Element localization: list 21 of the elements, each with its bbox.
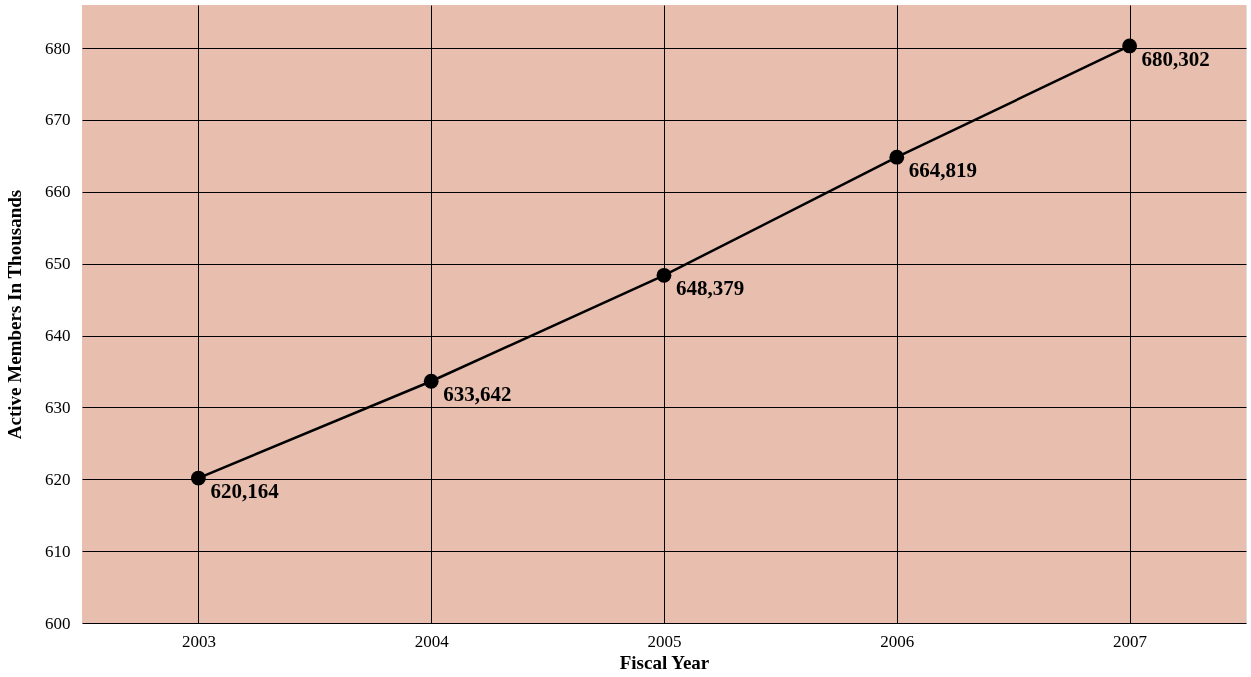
y-tick-label: 620 [45, 469, 71, 489]
annotation: 664,819 [908, 158, 978, 183]
y-tick-label: 660 [45, 182, 71, 202]
y-tick-label: 600 [45, 613, 71, 633]
annotation: 633,642 [443, 382, 512, 407]
y-tick-label: 680 [45, 38, 71, 58]
x-tick-label: 2003 [181, 631, 216, 651]
annotation: 648,379 [676, 276, 745, 301]
y-tick-label: 650 [45, 254, 71, 274]
y-tick-label: 640 [45, 326, 71, 346]
y-axis-title: Active Members In Thousands [4, 189, 25, 440]
y-tick-label: 670 [45, 110, 71, 130]
x-tick-label: 2004 [414, 631, 450, 651]
x-axis-title: Fiscal Year [619, 651, 710, 673]
annotation: 620,164 [210, 479, 280, 504]
x-tick-label: 2007 [1113, 631, 1148, 651]
y-tick-label: 630 [45, 397, 71, 417]
x-tick-label: 2006 [880, 631, 915, 651]
x-tick-label: 2005 [647, 631, 682, 651]
y-tick-label: 610 [45, 541, 71, 561]
annotation: 680,302 [1141, 46, 1210, 71]
